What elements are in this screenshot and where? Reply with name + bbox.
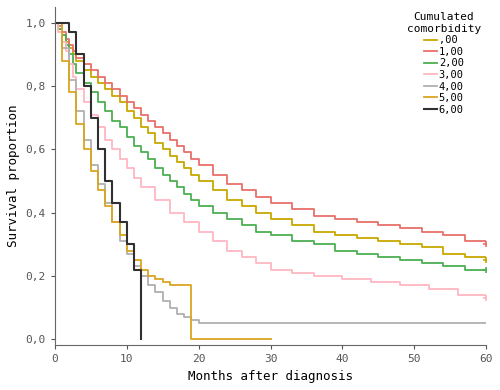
Y-axis label: Survival proportion: Survival proportion	[7, 105, 20, 248]
Legend: ,00, 1,00, 2,00, 3,00, 4,00, 5,00, 6,00: ,00, 1,00, 2,00, 3,00, 4,00, 5,00, 6,00	[405, 10, 483, 117]
X-axis label: Months after diagnosis: Months after diagnosis	[188, 370, 353, 383]
